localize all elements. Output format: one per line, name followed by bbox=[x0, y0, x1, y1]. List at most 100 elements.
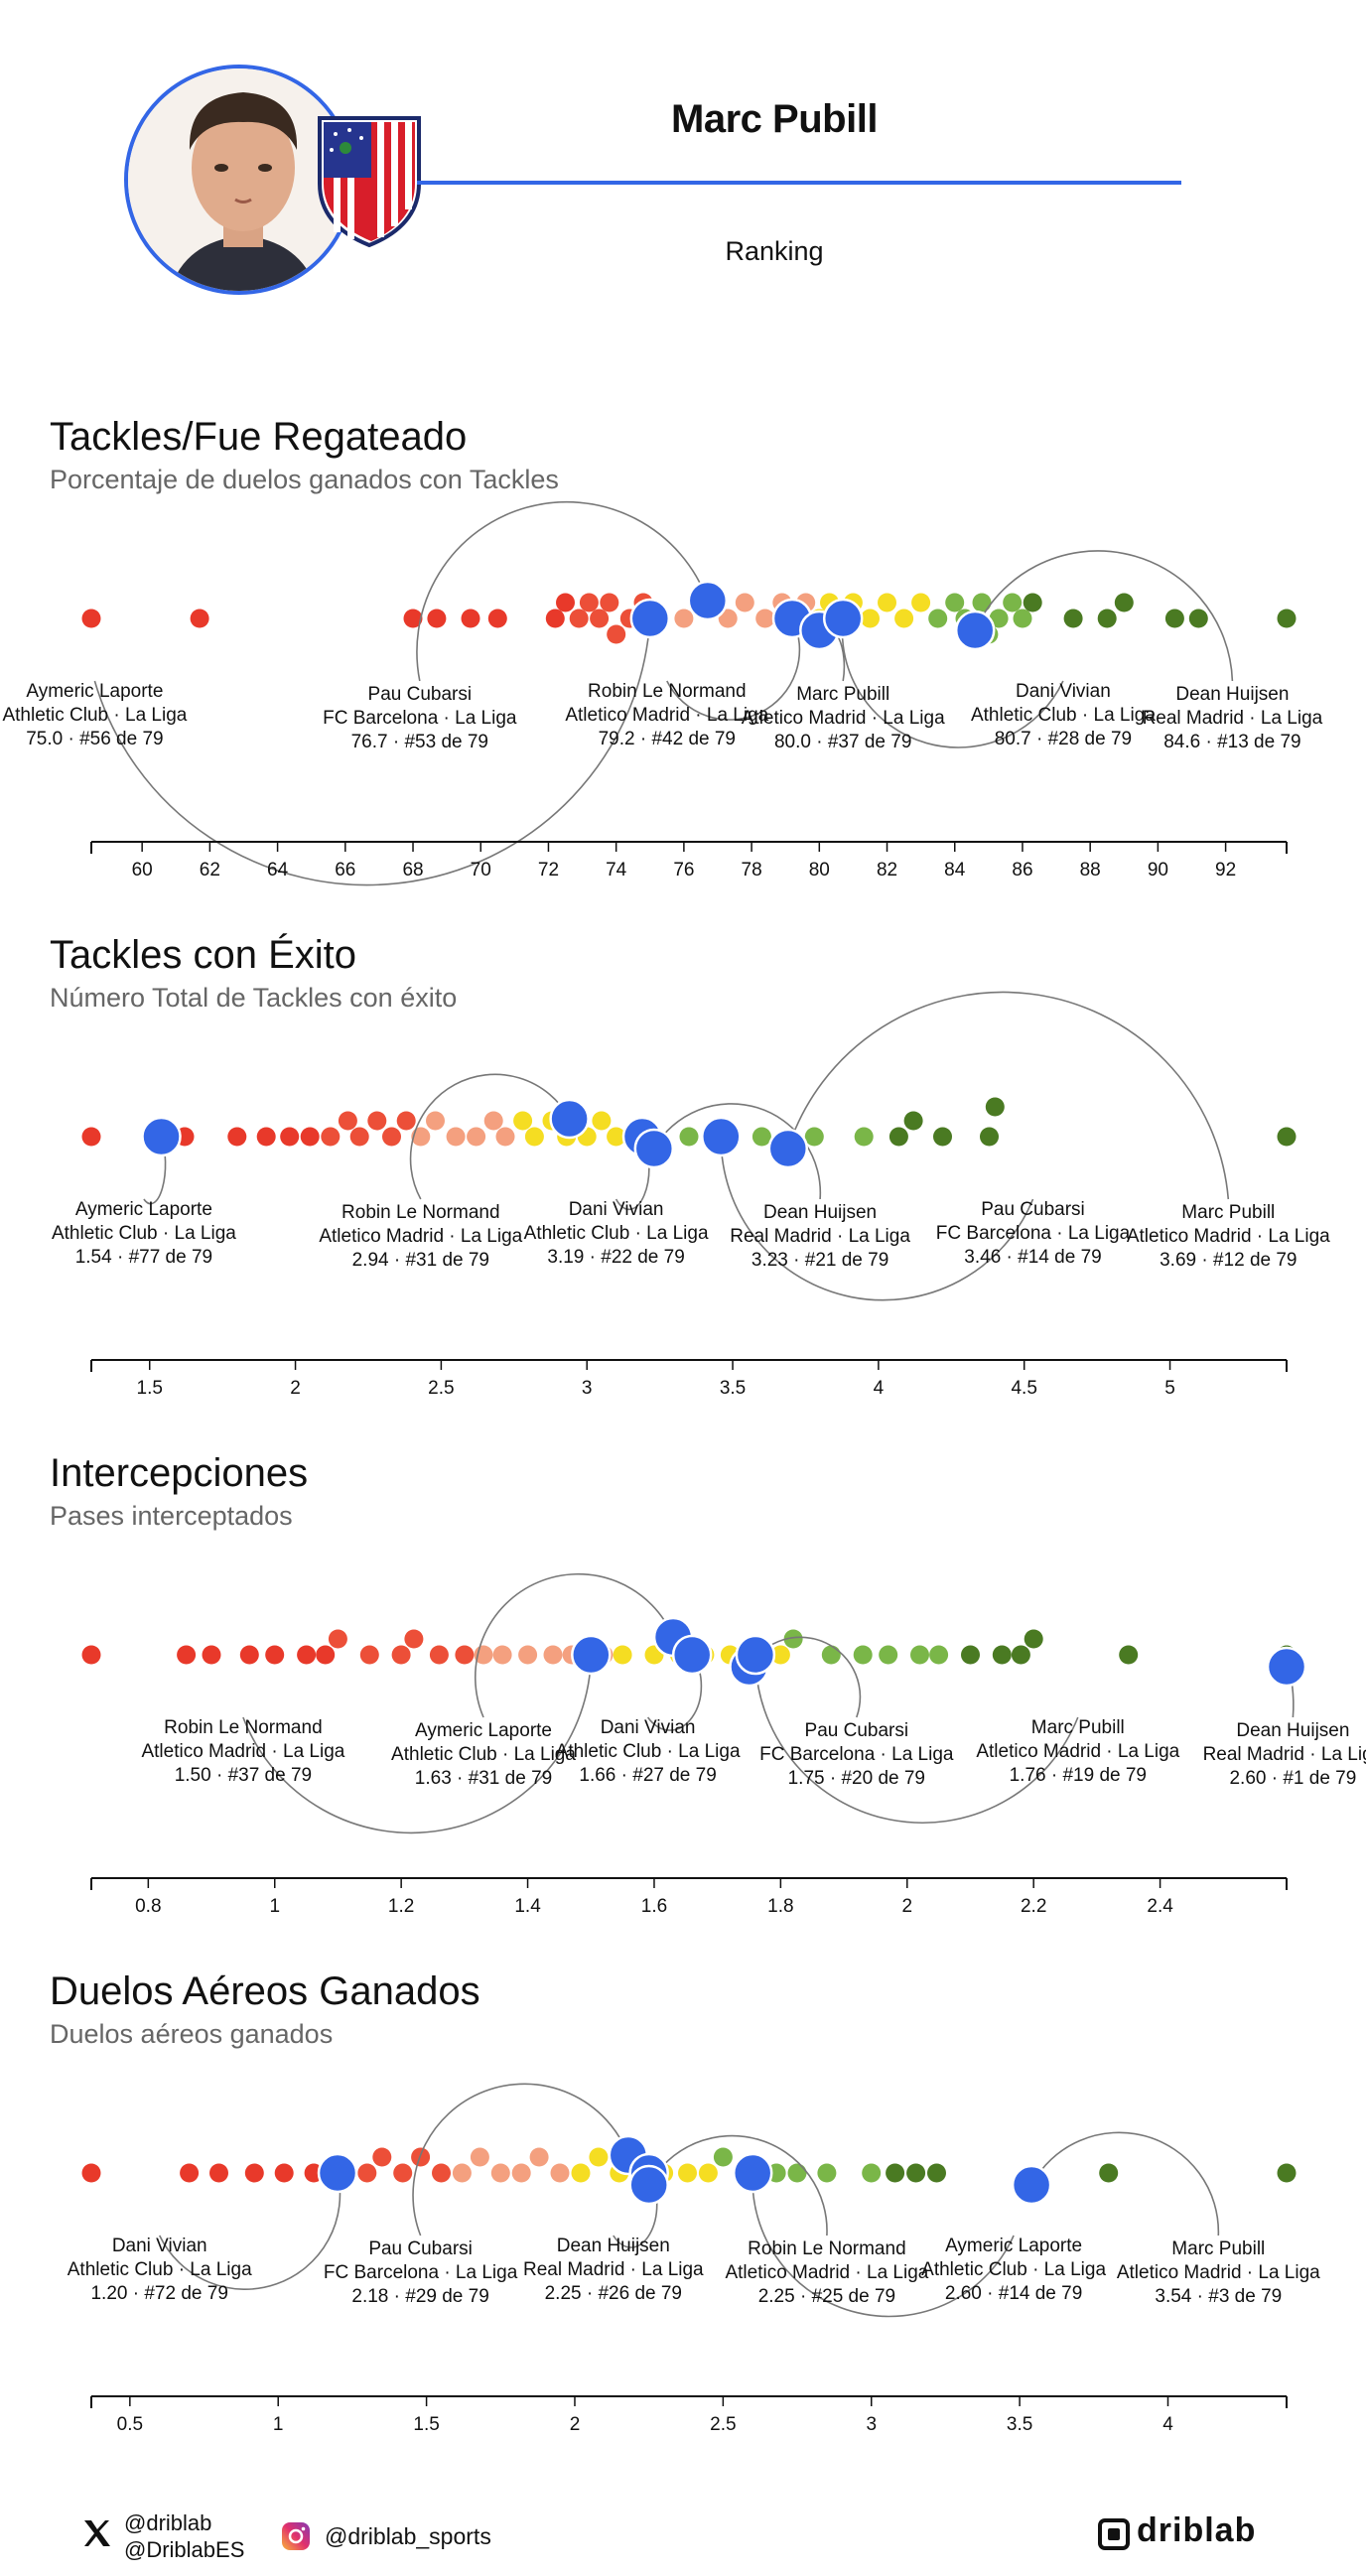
population-dot bbox=[888, 1127, 908, 1147]
x-handles[interactable]: @driblab @DriblabES bbox=[124, 2509, 244, 2563]
player-rank: #21 de 79 bbox=[805, 1250, 889, 1271]
highlighted-player-dot[interactable] bbox=[735, 1634, 776, 1676]
highlighted-player-dot[interactable] bbox=[628, 2164, 669, 2206]
highlighted-player-dot[interactable] bbox=[687, 580, 729, 621]
metric-chart: Aymeric Laporte Athletic Club · La Liga 75… bbox=[2, 500, 1323, 886]
instagram-handle[interactable]: @driblab_sports bbox=[325, 2523, 491, 2549]
player-value: 2.60 bbox=[1229, 1768, 1266, 1789]
population-dot bbox=[452, 2163, 472, 2183]
population-dot bbox=[244, 2163, 264, 2183]
population-dot bbox=[713, 2147, 733, 2167]
value-separator: · bbox=[1001, 1247, 1018, 1268]
highlighted-player-dot[interactable] bbox=[767, 1128, 809, 1169]
highlighted-player-dot[interactable] bbox=[571, 1634, 612, 1676]
x-tick-label: 4.5 bbox=[1011, 1378, 1036, 1399]
population-dot bbox=[674, 609, 694, 628]
value-separator: · bbox=[127, 2283, 144, 2304]
player-value: 2.60 bbox=[945, 2283, 982, 2304]
label-connector bbox=[93, 617, 651, 886]
player-label-value: 75.0 · #56 de 79 bbox=[26, 729, 163, 749]
population-dot bbox=[992, 1645, 1012, 1665]
x-tick-label: 74 bbox=[606, 860, 627, 881]
player-value: 1.54 bbox=[75, 1247, 112, 1268]
population-dot bbox=[297, 1645, 317, 1665]
player-label-name: Aymeric Laporte bbox=[945, 2236, 1082, 2256]
player-label-name: Robin Le Normand bbox=[342, 1202, 499, 1223]
player-rank: #37 de 79 bbox=[828, 732, 912, 752]
highlighted-player-dot[interactable] bbox=[629, 598, 671, 639]
x-tick-label: 1.4 bbox=[514, 1896, 541, 1917]
population-dot bbox=[879, 1645, 898, 1665]
highlighted-player-dot[interactable] bbox=[701, 1116, 742, 1157]
x-tick-label: 1.5 bbox=[413, 2414, 439, 2435]
x-tick-label: 5 bbox=[1164, 1378, 1175, 1399]
population-dot bbox=[989, 609, 1009, 628]
highlighted-player-dot[interactable] bbox=[317, 2152, 358, 2194]
player-label-value: 80.0 · #37 de 79 bbox=[774, 732, 911, 752]
population-dot bbox=[202, 1645, 221, 1665]
highlighted-player-dot[interactable] bbox=[1011, 2164, 1052, 2206]
player-value: 1.76 bbox=[1010, 1765, 1046, 1786]
highlighted-player-dot[interactable] bbox=[549, 1098, 590, 1140]
player-value: 76.7 bbox=[351, 732, 388, 752]
population-dot bbox=[1277, 609, 1297, 628]
player-rank: #72 de 79 bbox=[144, 2283, 228, 2304]
label-connector bbox=[974, 550, 1234, 682]
population-dot bbox=[556, 593, 575, 612]
highlighted-player-dot[interactable] bbox=[732, 2152, 773, 2194]
label-connector bbox=[841, 617, 1064, 748]
population-dot bbox=[735, 593, 754, 612]
population-dot bbox=[961, 1645, 980, 1665]
population-dot bbox=[404, 1629, 424, 1649]
x-tick-label: 4 bbox=[874, 1378, 885, 1399]
player-value: 80.7 bbox=[995, 729, 1031, 749]
player-rank: #3 de 79 bbox=[1208, 2286, 1282, 2307]
highlighted-player-dot[interactable] bbox=[671, 1634, 713, 1676]
x-tick-label: 76 bbox=[673, 860, 694, 881]
metric-panel-3: Duelos Aéreos Ganados Duelos aéreos gana… bbox=[0, 1969, 1366, 2486]
player-label-value: 2.18 · #29 de 79 bbox=[351, 2286, 488, 2307]
population-dot bbox=[316, 1645, 336, 1665]
value-separator: · bbox=[1266, 1768, 1283, 1789]
player-label-name: Marc Pubill bbox=[1171, 2238, 1265, 2259]
x-handle[interactable]: @driblab bbox=[124, 2510, 212, 2535]
population-dot bbox=[928, 609, 948, 628]
player-label-name: Dean Huijsen bbox=[763, 1202, 877, 1223]
player-avatar bbox=[124, 65, 354, 295]
x-twitter-icon[interactable] bbox=[81, 2517, 113, 2549]
population-dot bbox=[411, 1127, 431, 1147]
x-tick-label: 86 bbox=[1012, 860, 1032, 881]
population-dot bbox=[592, 1111, 612, 1131]
population-dot bbox=[545, 609, 565, 628]
highlighted-player-dot[interactable] bbox=[822, 598, 864, 639]
player-label-name: Dani Vivian bbox=[112, 2236, 207, 2256]
x-tick-label: 2.5 bbox=[428, 1378, 454, 1399]
player-photo-illustration bbox=[128, 68, 350, 291]
population-dot bbox=[483, 1111, 503, 1131]
population-dot bbox=[1024, 1629, 1043, 1649]
player-label-name: Marc Pubill bbox=[796, 684, 889, 705]
player-label-value: 80.7 · #28 de 79 bbox=[995, 729, 1132, 749]
population-dot bbox=[911, 593, 931, 612]
player-rank: #25 de 79 bbox=[812, 2286, 896, 2307]
highlighted-player-dot[interactable] bbox=[954, 610, 996, 651]
x-handle[interactable]: @DriblabES bbox=[124, 2537, 245, 2562]
player-label-name: Dean Huijsen bbox=[1236, 1720, 1349, 1741]
highlighted-player-dot[interactable] bbox=[633, 1128, 675, 1169]
population-dot bbox=[338, 1111, 357, 1131]
highlighted-player-dot[interactable] bbox=[141, 1116, 182, 1157]
player-rank: #26 de 79 bbox=[598, 2283, 682, 2304]
population-dot bbox=[426, 1111, 445, 1131]
player-label-team: Athletic Club · La Liga bbox=[971, 705, 1156, 726]
x-tick-label: 4 bbox=[1162, 2414, 1173, 2435]
highlighted-player-dot[interactable] bbox=[1266, 1646, 1307, 1688]
player-value: 1.63 bbox=[415, 1768, 452, 1789]
population-dot bbox=[853, 1645, 873, 1665]
x-tick-label: 62 bbox=[200, 860, 220, 881]
population-dot bbox=[933, 1127, 952, 1147]
player-rank: #77 de 79 bbox=[129, 1247, 213, 1268]
instagram-icon[interactable] bbox=[281, 2521, 311, 2551]
population-dot bbox=[770, 1645, 790, 1665]
player-label-team: Real Madrid · La Liga bbox=[1143, 708, 1323, 729]
population-dot bbox=[1063, 609, 1083, 628]
